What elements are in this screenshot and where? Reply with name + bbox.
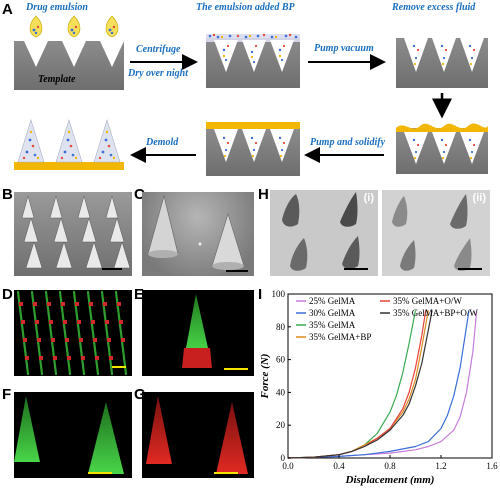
scale-bar bbox=[88, 472, 112, 474]
mold-remove-excess-fluid bbox=[396, 38, 488, 88]
x-tick-label: 0.0 bbox=[282, 461, 294, 471]
drug-emulsion-droplet bbox=[67, 15, 81, 38]
panel-label-e: E bbox=[134, 286, 145, 303]
force-displacement-chart: 0 20 40 60 80 100 0.0 0.4 0.8 1.2 1.6 25% GelMA 30… bbox=[259, 289, 498, 486]
series-line-6 bbox=[287, 310, 433, 459]
scale-bar bbox=[102, 268, 122, 270]
y-axis-label: Force (N) bbox=[259, 354, 271, 400]
mold-emulsion-added-bp bbox=[206, 33, 300, 88]
scale-bar bbox=[214, 472, 238, 474]
label-pump-solidify: Pump and solidify bbox=[310, 137, 386, 148]
panel-label-g: G bbox=[134, 386, 146, 403]
fluorescence-image-green bbox=[14, 392, 132, 478]
scale-bar bbox=[224, 368, 248, 370]
x-axis-label: Displacement (mm) bbox=[345, 474, 435, 486]
label-dry-over-night: Dry over night bbox=[128, 68, 188, 79]
sem-image-microneedle-array bbox=[14, 192, 132, 276]
y-tick-label: 100 bbox=[272, 289, 286, 299]
mold-bp-layer bbox=[396, 123, 488, 174]
panel-label-b: B bbox=[2, 186, 13, 203]
sem-image-single-microneedles bbox=[142, 192, 254, 276]
panel-label-c: C bbox=[134, 186, 145, 203]
x-tick-label: 0.8 bbox=[384, 461, 396, 471]
x-tick-label: 1.2 bbox=[435, 461, 446, 471]
fluorescence-image-single-merged bbox=[142, 290, 254, 376]
label-emulsion-added-bp: The emulsion added BP bbox=[196, 2, 295, 13]
mold-solidified bbox=[206, 122, 300, 176]
legend-entry: 35% GelMA+BP+O/W bbox=[393, 308, 478, 318]
microscope-image-h-i: (i) bbox=[270, 190, 378, 276]
scale-bar bbox=[112, 366, 126, 368]
y-tick-label: 20 bbox=[276, 420, 286, 430]
legend-entry: 35% GelMA+O/W bbox=[393, 296, 462, 306]
panel-label-h: H bbox=[258, 186, 269, 203]
label-template: Template bbox=[38, 74, 76, 85]
panel-label-i: I bbox=[258, 286, 263, 303]
legend-entry: 35% GelMA bbox=[309, 320, 356, 330]
legend-entry: 25% GelMA bbox=[309, 296, 356, 306]
y-tick-label: 40 bbox=[276, 387, 286, 397]
label-h-i: (i) bbox=[363, 192, 374, 204]
panel-label-a: A bbox=[2, 1, 13, 18]
y-tick-label: 0 bbox=[281, 453, 286, 463]
label-centrifuge: Centrifuge bbox=[136, 44, 181, 55]
panel-label-d: D bbox=[2, 286, 13, 303]
microscope-image-h-ii: (ii) bbox=[382, 190, 490, 276]
microneedle-patch bbox=[14, 118, 124, 170]
legend-entry: 35% GelMA+BP bbox=[309, 332, 371, 342]
label-h-ii: (ii) bbox=[472, 192, 486, 204]
y-tick-label: 60 bbox=[276, 355, 286, 365]
fluorescence-image-array bbox=[14, 290, 132, 376]
x-tick-label: 1.6 bbox=[486, 461, 498, 471]
fluorescence-image-red bbox=[142, 392, 254, 478]
label-remove-excess-fluid: Remove excess fluid bbox=[392, 2, 476, 13]
label-demold: Demold bbox=[146, 137, 179, 148]
panel-label-f: F bbox=[2, 386, 12, 403]
scale-bar bbox=[344, 268, 368, 270]
label-drug-emulsion: Drug emulsion bbox=[26, 2, 88, 13]
x-tick-label: 0.4 bbox=[333, 461, 345, 471]
drug-emulsion-droplet bbox=[105, 15, 119, 38]
plot-frame bbox=[287, 293, 493, 459]
drug-emulsion-droplet bbox=[29, 15, 43, 38]
legend-entry: 30% GelMA bbox=[309, 308, 356, 318]
scale-bar bbox=[226, 270, 248, 272]
label-pump-vacuum: Pump vacuum bbox=[314, 43, 374, 54]
scale-bar bbox=[458, 268, 482, 270]
y-tick-label: 80 bbox=[276, 322, 286, 332]
